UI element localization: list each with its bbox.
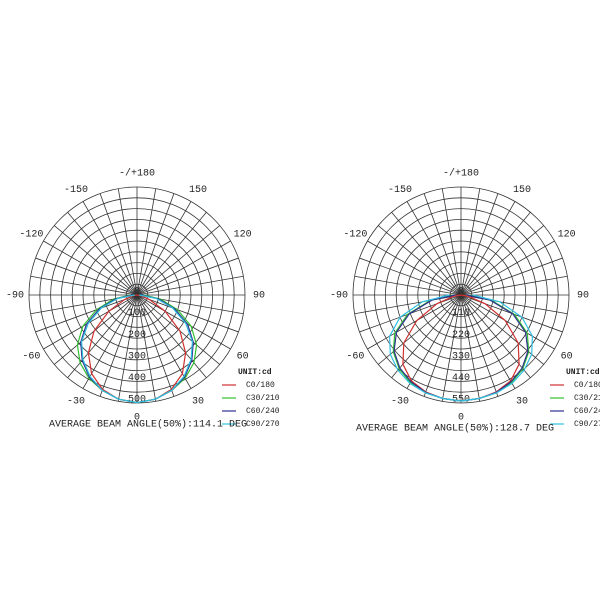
spoke [460,240,555,296]
series-line [388,294,534,402]
legend-label: C90/270 [246,420,280,429]
legend-title: UNIT:cd [566,368,600,377]
theta-tick-label: 60 [237,352,249,363]
legend-label: C90/270 [574,420,600,429]
legend-label: C30/210 [574,394,600,403]
theta-tick-label: -90 [6,291,24,302]
legend-label: C60/240 [574,407,600,416]
theta-tick-label: 150 [513,185,531,196]
spoke [43,294,138,350]
theta-tick-label: -/+180 [443,168,479,180]
theta-tick-label: -/+180 [119,168,155,180]
theta-tick-label: -30 [391,396,409,407]
theta-tick-label: -120 [19,230,43,241]
theta-tick-label: -60 [22,352,40,363]
spoke [43,240,138,296]
spoke [136,294,231,350]
spoke [460,294,516,389]
spoke [460,201,516,296]
spoke [406,201,462,296]
theta-tick-label: -90 [330,291,348,302]
theta-tick-label: 30 [192,396,204,407]
spoke [136,240,231,296]
spoke [136,201,192,296]
theta-tick-label: 90 [577,291,589,302]
legend-label: C0/180 [574,381,600,390]
theta-tick-label: 120 [234,230,252,241]
theta-tick-label: -120 [343,230,367,241]
theta-tick-label: 0 [458,413,464,424]
legend-label: C30/210 [246,394,280,403]
spoke [367,294,462,350]
theta-tick-label: 60 [561,352,573,363]
theta-tick-label: 0 [134,413,140,424]
theta-tick-label: -30 [67,396,85,407]
theta-tick-label: -60 [346,352,364,363]
caption: AVERAGE BEAM ANGLE(50%):128.7 DEG [356,423,554,435]
spoke [82,201,138,296]
theta-tick-label: 150 [189,185,207,196]
theta-tick-label: 30 [516,396,528,407]
legend-label: C60/240 [246,407,280,416]
theta-tick-label: -150 [64,185,88,196]
series-line [80,294,194,404]
spoke [367,240,462,296]
caption: AVERAGE BEAM ANGLE(50%):114.1 DEG [49,419,247,431]
theta-tick-label: 90 [253,291,265,302]
spoke [460,294,555,350]
legend-title: UNIT:cd [238,368,272,377]
legend-label: C0/180 [246,381,275,390]
spoke [406,294,462,389]
theta-tick-label: 120 [558,230,576,241]
theta-tick-label: -150 [388,185,412,196]
